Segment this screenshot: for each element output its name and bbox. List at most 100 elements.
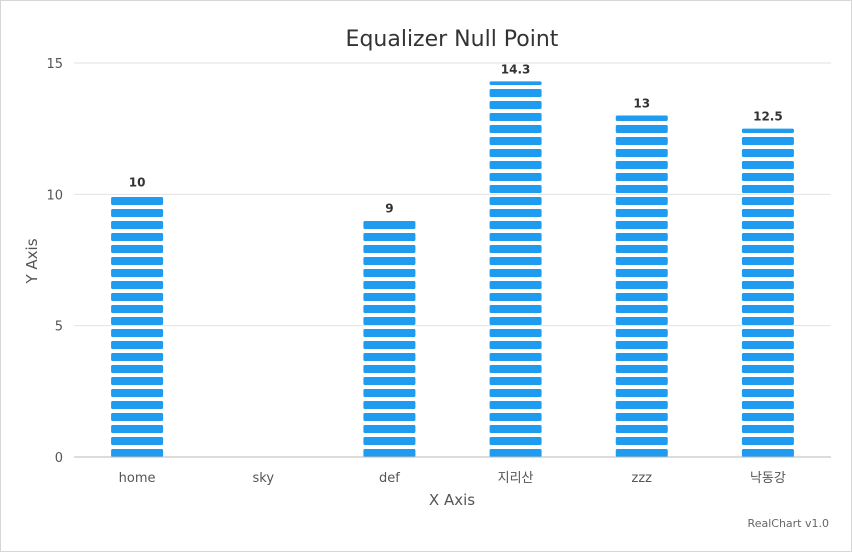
bar-segment (489, 293, 542, 301)
bar-segment (489, 173, 542, 181)
bar-segment (489, 401, 542, 409)
bar-segment (741, 269, 794, 277)
x-tick-label: def (379, 471, 400, 486)
bar-segment (111, 209, 164, 217)
x-axis-title: X Axis (429, 491, 475, 509)
bar-segment (111, 353, 164, 361)
bar (363, 221, 416, 457)
bar-segment (741, 401, 794, 409)
bar-segment (615, 221, 668, 229)
bar-segment (489, 353, 542, 361)
bar-segment (111, 221, 164, 229)
bar-segment (363, 365, 416, 373)
bar-segment (741, 293, 794, 301)
bar-segment (363, 293, 416, 301)
bars (111, 81, 794, 457)
bar-segment (741, 137, 794, 145)
bar-segment (615, 161, 668, 169)
bar-segment (615, 245, 668, 253)
bar-segment (363, 449, 416, 457)
bar-segment (489, 365, 542, 373)
x-tick-label: zzz (632, 471, 653, 486)
bar-segment (741, 281, 794, 289)
bar-segment (615, 209, 668, 217)
bar-segment (741, 257, 794, 265)
y-tick-label: 0 (55, 451, 63, 466)
bar-segment (615, 293, 668, 301)
bar-segment (615, 329, 668, 337)
bar-segment (741, 161, 794, 169)
bar-segment (489, 305, 542, 313)
bar-segment (489, 185, 542, 193)
bar-segment (741, 413, 794, 421)
bar-segment (489, 149, 542, 157)
bar-segment (741, 233, 794, 241)
bar-segment (615, 281, 668, 289)
bar-segment (111, 437, 164, 445)
bar-segment (615, 185, 668, 193)
bar-segment (111, 341, 164, 349)
bar-segment (111, 377, 164, 385)
bar-segment (363, 305, 416, 313)
bar-segment (363, 437, 416, 445)
bar-segment (363, 221, 416, 229)
bar-segment (741, 197, 794, 205)
bar-segment (615, 137, 668, 145)
x-tick-label: home (119, 471, 156, 486)
data-label: 9 (385, 202, 393, 216)
bar-segment (111, 401, 164, 409)
bar-segment (741, 377, 794, 385)
bar (741, 128, 794, 457)
y-tick-label: 10 (46, 188, 63, 203)
bar-segment (741, 341, 794, 349)
bar-segment (363, 401, 416, 409)
bar-segment (111, 197, 164, 205)
bar-segment (111, 293, 164, 301)
y-axis-ticks: 0 5 10 15 (46, 57, 63, 466)
bar-segment (111, 365, 164, 373)
bar-segment (615, 389, 668, 397)
bar-segment (489, 389, 542, 397)
bar-segment (363, 269, 416, 277)
bar-segment (489, 329, 542, 337)
x-axis-ticks: home sky def 지리산 zzz 낙동강 (119, 471, 786, 486)
bar-segment (489, 81, 542, 85)
data-label: 13 (633, 97, 650, 111)
bar-segment (741, 128, 794, 133)
bar-segment (741, 353, 794, 361)
data-label: 14.3 (501, 62, 531, 76)
bar-segment (111, 305, 164, 313)
x-tick-label: 낙동강 (750, 471, 786, 486)
bar-segment (615, 437, 668, 445)
bar-segment (489, 257, 542, 265)
bar-segment (111, 413, 164, 421)
bar-segment (363, 245, 416, 253)
bar-segment (741, 317, 794, 325)
bar-segment (615, 341, 668, 349)
bar-segment (741, 329, 794, 337)
bar-segment (489, 233, 542, 241)
bar-segment (489, 341, 542, 349)
bar-segment (741, 365, 794, 373)
bar-segment (111, 269, 164, 277)
bar-segment (615, 353, 668, 361)
grid-lines (74, 62, 831, 327)
bar-segment (363, 317, 416, 325)
bar-segment (363, 281, 416, 289)
bar-segment (615, 425, 668, 433)
bar-segment (363, 329, 416, 337)
bar-segment (111, 449, 164, 457)
bar-segment (489, 245, 542, 253)
bar-segment (615, 233, 668, 241)
bar-segment (741, 209, 794, 217)
bar-segment (741, 425, 794, 433)
y-axis-title: Y Axis (23, 238, 41, 284)
bar-segment (363, 389, 416, 397)
bar-segment (111, 245, 164, 253)
bar-segment (615, 115, 668, 121)
bar-segment (363, 425, 416, 433)
bar-segment (741, 173, 794, 181)
bar-segment (489, 161, 542, 169)
bar-segment (741, 305, 794, 313)
